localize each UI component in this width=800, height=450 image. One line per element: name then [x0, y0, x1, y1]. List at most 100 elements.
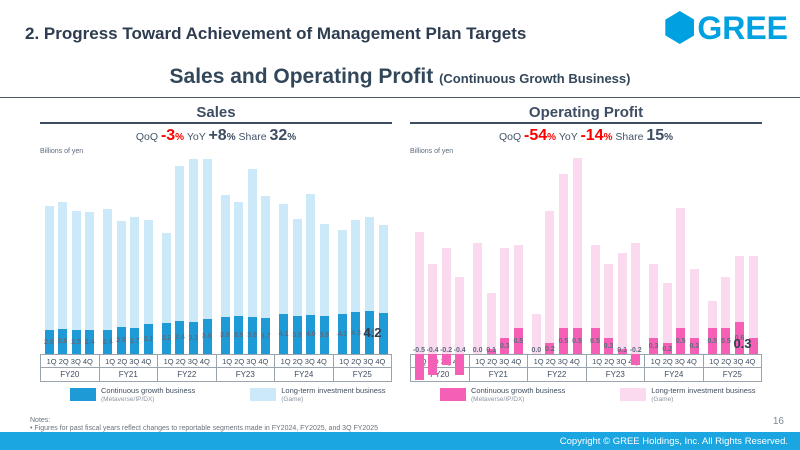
bar-segment	[676, 327, 686, 354]
charts-row: Sales QoQ -3% YoY +8% Share 32% Billions…	[0, 104, 800, 404]
bar-segment	[58, 202, 68, 329]
axis-group: 1Q 2Q 3Q 4Q FY25	[333, 355, 391, 381]
bar-segment	[649, 263, 659, 339]
bar-value-label: 3.1	[143, 335, 154, 343]
bar-segment	[590, 327, 600, 354]
share-unit: %	[287, 132, 297, 143]
share-unit: %	[664, 132, 674, 143]
legend-main-text: Continuous growth business	[471, 386, 566, 395]
quarter-tick-labels: 1Q 2Q 3Q 4Q	[275, 355, 333, 368]
bar-value-label: 0.6	[734, 335, 745, 343]
bar-segment	[689, 338, 699, 354]
sales-title: Sales	[40, 104, 392, 124]
bar-segment	[103, 330, 113, 354]
bar-segment	[617, 348, 627, 354]
bar-value-label: 4.3	[351, 329, 361, 337]
bar-value-label: 0.3	[603, 343, 614, 351]
bar-segment	[202, 318, 212, 354]
continuous-growth-swatch	[440, 388, 466, 401]
bar-value-label: 3.6	[202, 333, 212, 341]
bar-segment	[306, 194, 316, 315]
sales-units-label: Billions of yen	[40, 148, 84, 155]
bar-value-label: 0.5	[513, 337, 524, 345]
bar-segment	[337, 313, 347, 354]
share-label: Share	[238, 131, 267, 143]
bar-value-label: 4.1	[278, 330, 289, 338]
divider-line	[0, 97, 800, 98]
bar-segment	[85, 330, 95, 354]
bar-value-label: 3.3	[188, 334, 199, 342]
legend-item: Long-term investment business (Game)	[620, 386, 755, 404]
bar-segment	[500, 248, 510, 339]
bar-segment	[116, 326, 126, 354]
operating-profit-chart: -0.5 -0.4 -0.2 -0.4 0.0 0.1 0.3 0.5 0.0 0.2 0.5 0.5…	[410, 158, 762, 382]
legend-label: Continuous growth business (Metaverse/IP…	[101, 386, 195, 404]
quarter-tick-labels: 1Q 2Q 3Q 4Q	[158, 355, 216, 368]
axis-group: 1Q 2Q 3Q 4Q FY21	[469, 355, 528, 381]
bar-segment	[572, 327, 582, 354]
bar-segment	[707, 327, 717, 354]
quarter-tick-labels: 1Q 2Q 3Q 4Q	[41, 355, 99, 368]
share-value: 32	[269, 127, 288, 144]
quarter-tick-labels: 1Q 2Q 3Q 4Q	[469, 355, 527, 368]
bar-segment	[558, 327, 568, 354]
bar-segment	[175, 320, 185, 354]
bar-value-label: 3.2	[161, 335, 172, 343]
bar-segment	[188, 321, 198, 354]
bar-segment	[71, 210, 81, 330]
share-value: 15	[646, 127, 665, 144]
bar-value-label: -0.4	[453, 347, 466, 354]
bar-segment	[143, 323, 153, 354]
quarter-tick-labels: 1Q 2Q 3Q 4Q	[528, 355, 586, 368]
bar-value-label: 3.8	[220, 332, 230, 340]
bar-segment	[234, 202, 244, 316]
axis-group: 1Q 2Q 3Q 4Q FY25	[703, 355, 761, 381]
sales-x-axis: 1Q 2Q 3Q 4Q FY20 1Q 2Q 3Q 4Q FY21 1Q 2Q 3Q 4…	[40, 354, 392, 382]
bar-segment	[319, 315, 329, 354]
bar-segment	[590, 245, 600, 328]
bar-segment	[175, 165, 185, 321]
sales-panel: Sales QoQ -3% YoY +8% Share 32% Billions…	[40, 104, 392, 404]
bar-segment	[44, 329, 54, 354]
page-number: 16	[772, 416, 784, 427]
bar-segment	[364, 310, 374, 354]
operating-profit-legend: Continuous growth business (Metaverse/IP…	[410, 386, 762, 404]
bar-segment	[279, 313, 289, 354]
notes-label: Notes:	[30, 417, 51, 424]
bar-segment	[261, 317, 271, 354]
bar-segment	[631, 354, 641, 365]
bar-segment	[513, 327, 523, 354]
bar-segment	[734, 322, 744, 354]
note-bullet: •	[30, 425, 33, 432]
bar-segment	[161, 233, 171, 323]
bar-segment	[44, 206, 54, 330]
fiscal-year-label: FY20	[430, 370, 450, 379]
bar-segment	[351, 219, 361, 312]
yoy-label: YoY	[186, 131, 206, 143]
bar-segment	[378, 312, 388, 354]
fiscal-year-label: FY25	[722, 370, 742, 379]
bar-value-label: 4.0	[305, 331, 316, 339]
fiscal-year-label: FY23	[235, 370, 255, 379]
legend-item: Long-term investment business (Game)	[250, 386, 385, 404]
bar-segment	[689, 269, 699, 339]
bar-segment	[364, 216, 374, 311]
copyright-text: Copyright © GREE Holdings, Inc. All Righ…	[559, 435, 788, 447]
bar-value-label: 0.3	[499, 343, 510, 351]
bar-segment	[531, 314, 541, 354]
bar-value-label: -0.5	[412, 347, 426, 354]
quarter-tick-labels: 1Q 2Q 3Q 4Q	[411, 355, 469, 368]
bar-value-label: 0.5	[675, 337, 686, 345]
gree-logo-text: GREE	[697, 9, 788, 46]
bar-value-label: 0.5	[572, 337, 582, 345]
bar-segment	[500, 338, 510, 354]
note-text: Figures for past fiscal years reflect ch…	[34, 425, 378, 432]
bar-segment	[604, 338, 614, 354]
bar-segment	[572, 158, 582, 328]
bar-segment	[631, 242, 641, 354]
bar-segment	[337, 229, 347, 314]
fiscal-year-label: FY24	[664, 370, 684, 379]
bar-segment	[545, 210, 555, 344]
operating-profit-x-axis: 1Q 2Q 3Q 4Q FY20 1Q 2Q 3Q 4Q FY21 1Q 2Q 3Q 4…	[410, 354, 762, 382]
